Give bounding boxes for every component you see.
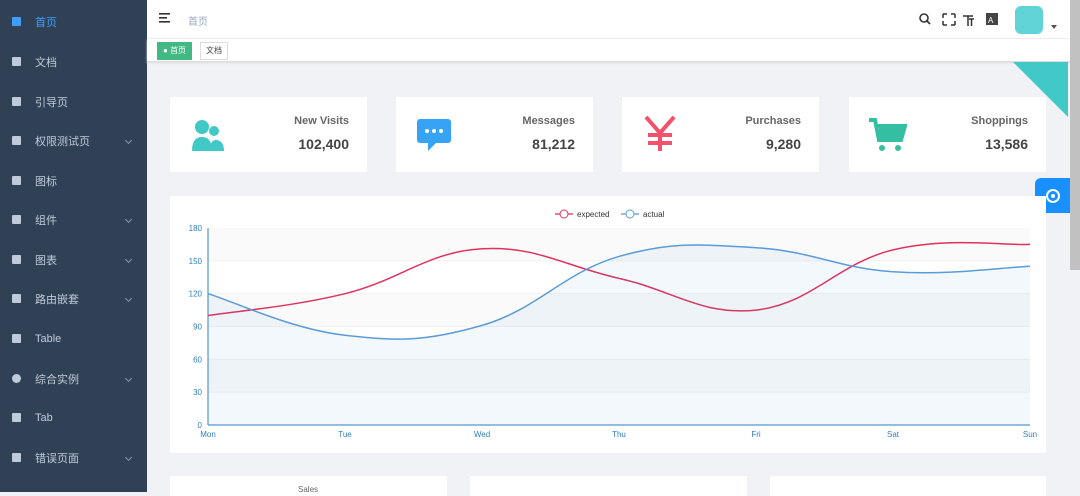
y-tick-label: 30 bbox=[193, 388, 202, 397]
tags-bar: ● 首页 文档 bbox=[147, 39, 1080, 62]
tag-label: 文档 bbox=[206, 46, 222, 55]
y-tick-label: 0 bbox=[198, 421, 203, 430]
menu-label: Table bbox=[35, 332, 62, 345]
card-value: 13,586 bbox=[985, 136, 1028, 152]
line-chart: 0 30 60 90 120 150 180 Mon Tue Wed Thu Fri Sat Sun exp… bbox=[189, 209, 1037, 439]
card-value: 9,280 bbox=[765, 136, 801, 152]
scrollbar[interactable] bbox=[1070, 0, 1080, 270]
y-tick-label: 180 bbox=[189, 224, 203, 233]
x-tick-label: Tue bbox=[338, 430, 352, 439]
card-label: Purchases bbox=[745, 115, 801, 127]
line bbox=[207, 244, 1031, 340]
stat-card[interactable]: Messages 81,212 bbox=[396, 97, 593, 172]
grid-band bbox=[208, 228, 1030, 261]
menu-label: Tab bbox=[35, 411, 53, 424]
menu-item[interactable]: Tab bbox=[0, 398, 147, 437]
menu-item[interactable]: 路由嵌套 bbox=[0, 279, 147, 318]
menu-item[interactable]: 文档 bbox=[0, 42, 147, 81]
header: 首页 A bbox=[147, 0, 1080, 39]
menu-label: 图标 bbox=[35, 175, 57, 188]
menu-item[interactable]: 组件 bbox=[0, 200, 147, 239]
panel bbox=[470, 476, 747, 496]
menu-item[interactable]: 综合实例 bbox=[0, 359, 147, 398]
legend-label: actual bbox=[643, 210, 665, 219]
legend-marker bbox=[559, 209, 569, 219]
card-value: 81,212 bbox=[532, 136, 575, 152]
y-tick-label: 150 bbox=[189, 257, 203, 266]
grid-band bbox=[208, 359, 1030, 393]
y-tick-label: 60 bbox=[193, 355, 202, 364]
menu-label: 错误页面 bbox=[35, 452, 79, 465]
legend-label: expected bbox=[577, 210, 609, 219]
card-label: Shoppings bbox=[971, 115, 1028, 127]
menu-label: 文档 bbox=[35, 56, 57, 69]
x-tick-label: Sat bbox=[887, 430, 900, 439]
card-label: New Visits bbox=[294, 115, 349, 127]
x-tick-label: Sun bbox=[1023, 430, 1037, 439]
stat-card[interactable]: Shoppings 13,586 bbox=[849, 97, 1046, 172]
menu-label: 路由嵌套 bbox=[35, 293, 79, 306]
menu-label: 组件 bbox=[35, 214, 57, 227]
toolbar: A bbox=[919, 13, 998, 26]
y-tick-label: 120 bbox=[189, 290, 203, 299]
menu-label: 首页 bbox=[35, 16, 57, 29]
menu-item[interactable]: Table bbox=[0, 319, 147, 358]
line bbox=[207, 241, 1031, 317]
tag[interactable]: 文档 bbox=[200, 42, 228, 60]
menu-item[interactable]: 引导页 bbox=[0, 82, 147, 121]
x-tick-label: Thu bbox=[612, 430, 626, 439]
tag[interactable]: ● 首页 bbox=[157, 42, 193, 60]
breadcrumb[interactable]: 首页 bbox=[188, 17, 208, 28]
menu-item[interactable]: 错误页面 bbox=[0, 438, 147, 477]
sidebar: 首页 文档 引导页 权限测试页 图标 组件 图表 路由嵌套 Table 综合实例… bbox=[0, 0, 147, 492]
chart-panel: 0 30 60 90 120 150 180 Mon Tue Wed Thu Fri Sat Sun exp… bbox=[170, 196, 1046, 453]
menu-item[interactable]: 权限测试页 bbox=[0, 121, 147, 160]
menu-label: 综合实例 bbox=[35, 373, 79, 386]
panel: Sales bbox=[170, 476, 447, 496]
hamburger[interactable] bbox=[159, 13, 171, 23]
grid-band bbox=[208, 293, 1030, 327]
tag-label: 首页 bbox=[170, 46, 187, 55]
menu-item[interactable]: 首页 bbox=[0, 2, 147, 41]
menu-label: 权限测试页 bbox=[35, 135, 90, 148]
menu-label: 图表 bbox=[35, 254, 57, 267]
avatar-caret[interactable] bbox=[1051, 25, 1057, 29]
area bbox=[208, 244, 1030, 425]
x-tick-label: Mon bbox=[200, 430, 216, 439]
card-label: Messages bbox=[522, 115, 575, 127]
card-value: 102,400 bbox=[298, 136, 349, 152]
x-tick-label: Wed bbox=[474, 430, 490, 439]
panel bbox=[770, 476, 1046, 496]
svg-text:A: A bbox=[988, 16, 994, 25]
stat-card[interactable]: Purchases 9,280 bbox=[622, 97, 819, 172]
menu-item[interactable]: 图标 bbox=[0, 161, 147, 200]
y-tick-label: 90 bbox=[193, 323, 202, 332]
stat-card[interactable]: New Visits 102,400 bbox=[170, 97, 367, 172]
panel-title: Sales bbox=[298, 485, 319, 494]
x-tick-label: Fri bbox=[751, 430, 761, 439]
menu-label: 引导页 bbox=[35, 96, 68, 109]
menu-item[interactable]: 图表 bbox=[0, 240, 147, 279]
legend-marker bbox=[625, 209, 635, 219]
avatar[interactable] bbox=[1015, 6, 1043, 34]
